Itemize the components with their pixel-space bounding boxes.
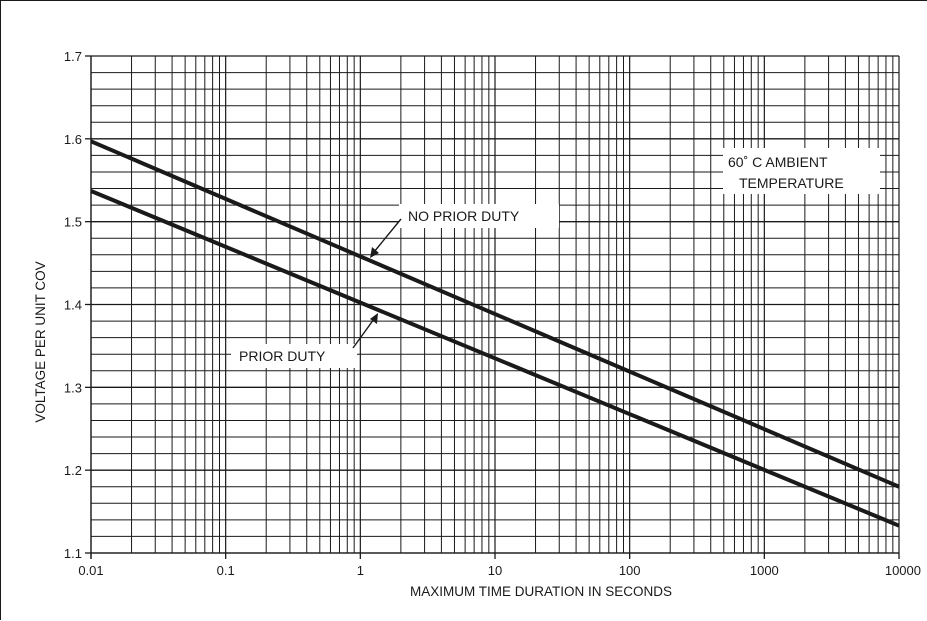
- series-line-no-prior-duty: [90, 139, 900, 489]
- series-line-prior-duty: [90, 189, 900, 528]
- y-tick-label: 1.4: [64, 298, 82, 313]
- y-tick-label: 1.5: [64, 215, 82, 230]
- annotations: NO PRIOR DUTY PRIOR DUTY 60˚ C AMBIENT T…: [231, 148, 880, 368]
- y-tick-label: 1.2: [64, 463, 82, 478]
- x-tick-label: 1: [357, 563, 364, 578]
- x-tick-label: 10000: [885, 563, 921, 578]
- no-prior-duty-arrow-line: [373, 218, 402, 253]
- y-tick-label: 1.3: [64, 380, 82, 395]
- y-tick-label: 1.1: [64, 546, 82, 561]
- ambient-note-line-1: 60˚ C AMBIENT: [728, 154, 828, 170]
- x-tick-label: 10: [488, 563, 502, 578]
- prior-duty-label-bg: [231, 344, 357, 368]
- prior-duty-arrowhead: [370, 313, 378, 324]
- y-axis-title: VOLTAGE PER UNIT COV: [33, 261, 48, 422]
- prior-duty-label: PRIOR DUTY: [239, 348, 326, 364]
- ambient-note-line-2: TEMPERATURE: [739, 175, 844, 191]
- x-tick-label: 1000: [750, 563, 779, 578]
- x-tick-label: 100: [619, 563, 641, 578]
- x-tick-label: 0.1: [217, 563, 235, 578]
- series-lines: [90, 139, 900, 528]
- y-tick-label: 1.7: [64, 49, 82, 64]
- grid-lines: [90, 55, 900, 554]
- x-tick-label: 0.01: [78, 563, 103, 578]
- ambient-note-bg: [723, 148, 880, 194]
- x-axis-title: MAXIMUM TIME DURATION IN SECONDS: [410, 584, 672, 599]
- y-tick-label: 1.6: [64, 132, 82, 147]
- axes: 1.1 1.2 1.3 1.4 1.5 1.6 1.7 0.01 0.1 1 10 100 1000 10…: [64, 49, 921, 578]
- no-prior-duty-arrowhead: [370, 247, 379, 258]
- no-prior-duty-label-bg: [399, 204, 559, 228]
- no-prior-duty-label: NO PRIOR DUTY: [408, 208, 520, 224]
- prior-duty-arrow-line: [352, 318, 375, 349]
